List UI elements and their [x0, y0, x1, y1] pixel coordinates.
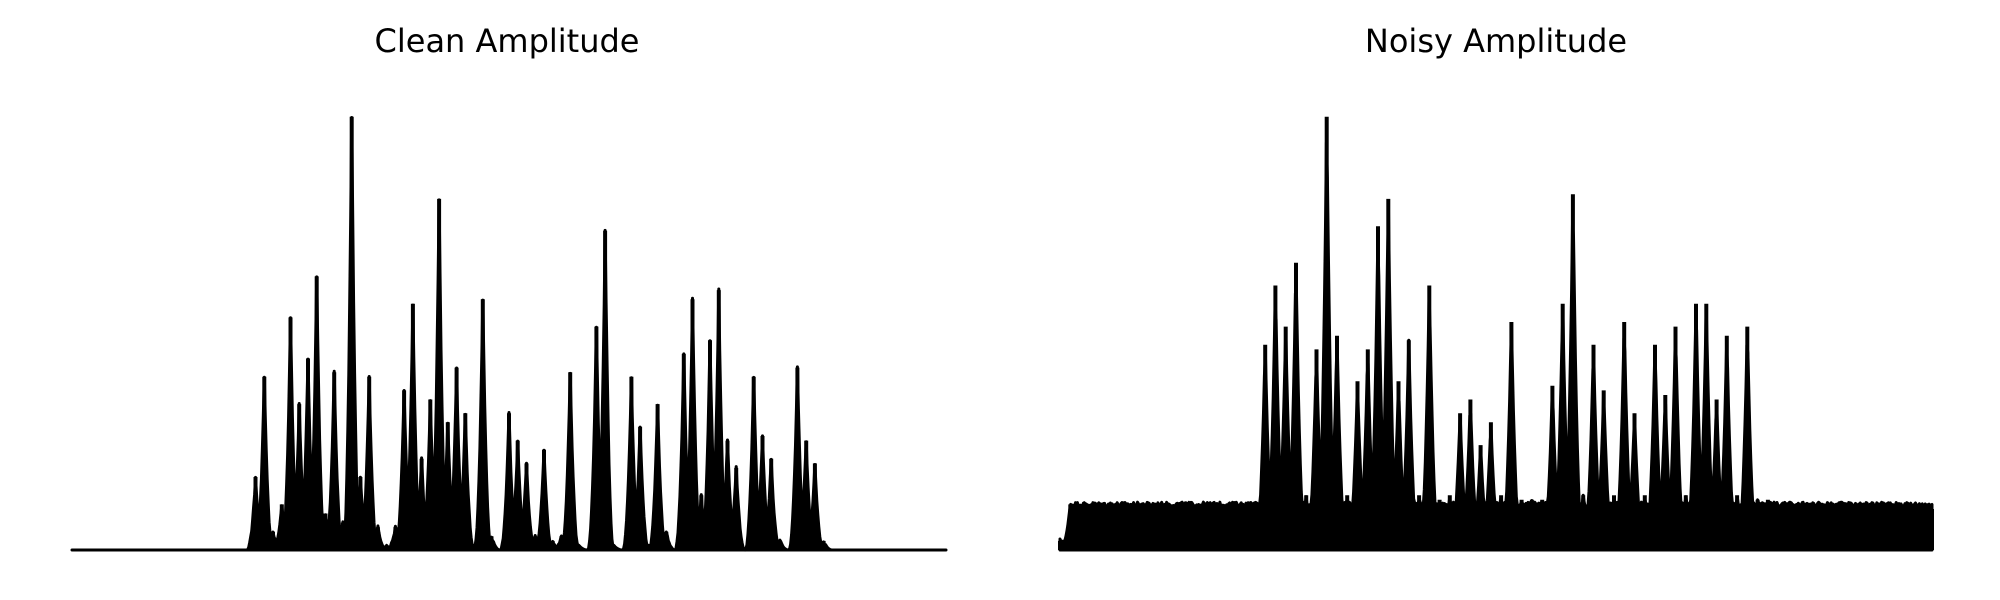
noisy-amplitude-title: Noisy Amplitude: [1364, 22, 1628, 60]
clean-amplitude-plot: [70, 116, 948, 552]
noisy-amplitude-area: [1058, 141, 1934, 552]
noisy-amplitude-panel: Noisy Amplitude: [1000, 0, 2000, 600]
clean-amplitude-panel: Clean Amplitude: [70, 22, 948, 552]
noisy-amplitude-plot: [1058, 116, 1934, 552]
clean-amplitude-title: Clean Amplitude: [374, 22, 640, 60]
